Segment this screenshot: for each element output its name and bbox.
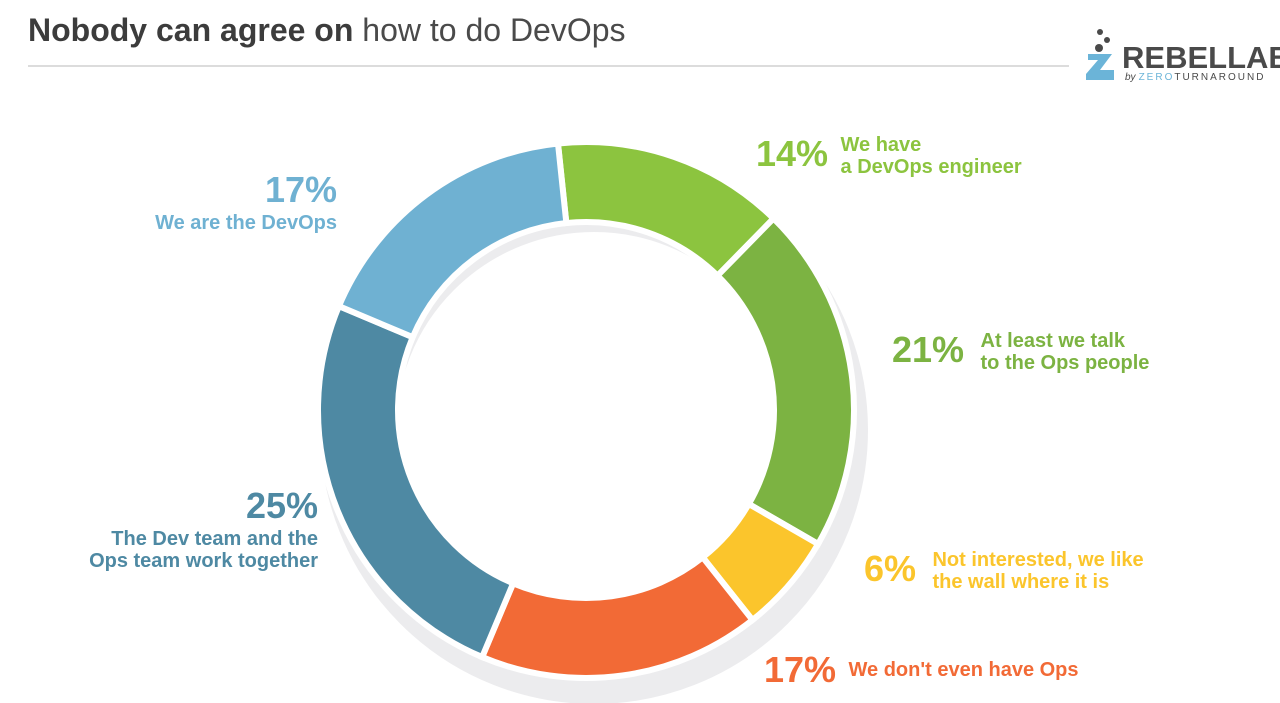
desc-not-interested-l2: the wall where it is <box>932 571 1110 593</box>
desc-work-together-l1: The Dev team and the <box>111 528 318 550</box>
value-label-no-ops: 17% <box>764 649 837 690</box>
title-light-part: how to do DevOps <box>362 12 626 48</box>
label-work-together: 25% The Dev team and the Ops team work t… <box>40 485 318 573</box>
logo-wordmark: REBELLABS <box>1122 40 1280 76</box>
value-label-not-interested: 6% <box>864 548 917 589</box>
desc-devops-engineer-l2: a DevOps engineer <box>840 156 1022 178</box>
desc-work-together-l2: Ops team work together <box>89 550 318 572</box>
label-no-ops: 17% We don't even have Ops <box>764 652 1079 688</box>
logo-rebel: REBEL <box>1122 40 1228 75</box>
title-bold-part: Nobody can agree on <box>28 12 354 48</box>
value-label-talk-to-ops: 21% <box>892 329 965 370</box>
donut-slices <box>315 139 857 681</box>
slice-we-are-devops <box>335 140 570 342</box>
slice-talk-to-ops <box>713 214 857 549</box>
title-divider <box>28 65 1069 67</box>
logo-labs: LABS <box>1227 40 1280 75</box>
logo-turnaround: TURNAROUND <box>1174 72 1266 83</box>
label-talk-to-ops: 21% At least we talk to the Ops people <box>892 330 1149 374</box>
value-label-we-are-devops: 17% <box>264 169 337 210</box>
value-label-devops-engineer: 14% <box>756 133 829 174</box>
logo-by: by <box>1125 72 1136 83</box>
flask-logo-icon <box>1086 29 1114 80</box>
logo-zero: ZERO <box>1138 72 1175 83</box>
label-devops-engineer: 14% We have a DevOps engineer <box>756 134 1022 178</box>
slice-work-together <box>315 302 518 661</box>
value-label-work-together: 25% <box>245 485 318 526</box>
desc-not-interested-l1: Not interested, we like <box>932 549 1144 571</box>
desc-we-are-devops: We are the DevOps <box>155 212 337 234</box>
desc-no-ops: We don't even have Ops <box>848 659 1079 681</box>
desc-devops-engineer-l1: We have <box>840 134 922 156</box>
logo-subtitle: by ZEROTURNAROUND <box>1125 72 1265 83</box>
label-we-are-devops: 17% We are the DevOps <box>60 169 337 235</box>
page-title: Nobody can agree on how to do DevOps <box>28 12 626 49</box>
desc-talk-to-ops-l2: to the Ops people <box>980 352 1150 374</box>
desc-talk-to-ops-l1: At least we talk <box>980 330 1126 352</box>
label-not-interested: 6% Not interested, we like the wall wher… <box>864 549 1144 593</box>
